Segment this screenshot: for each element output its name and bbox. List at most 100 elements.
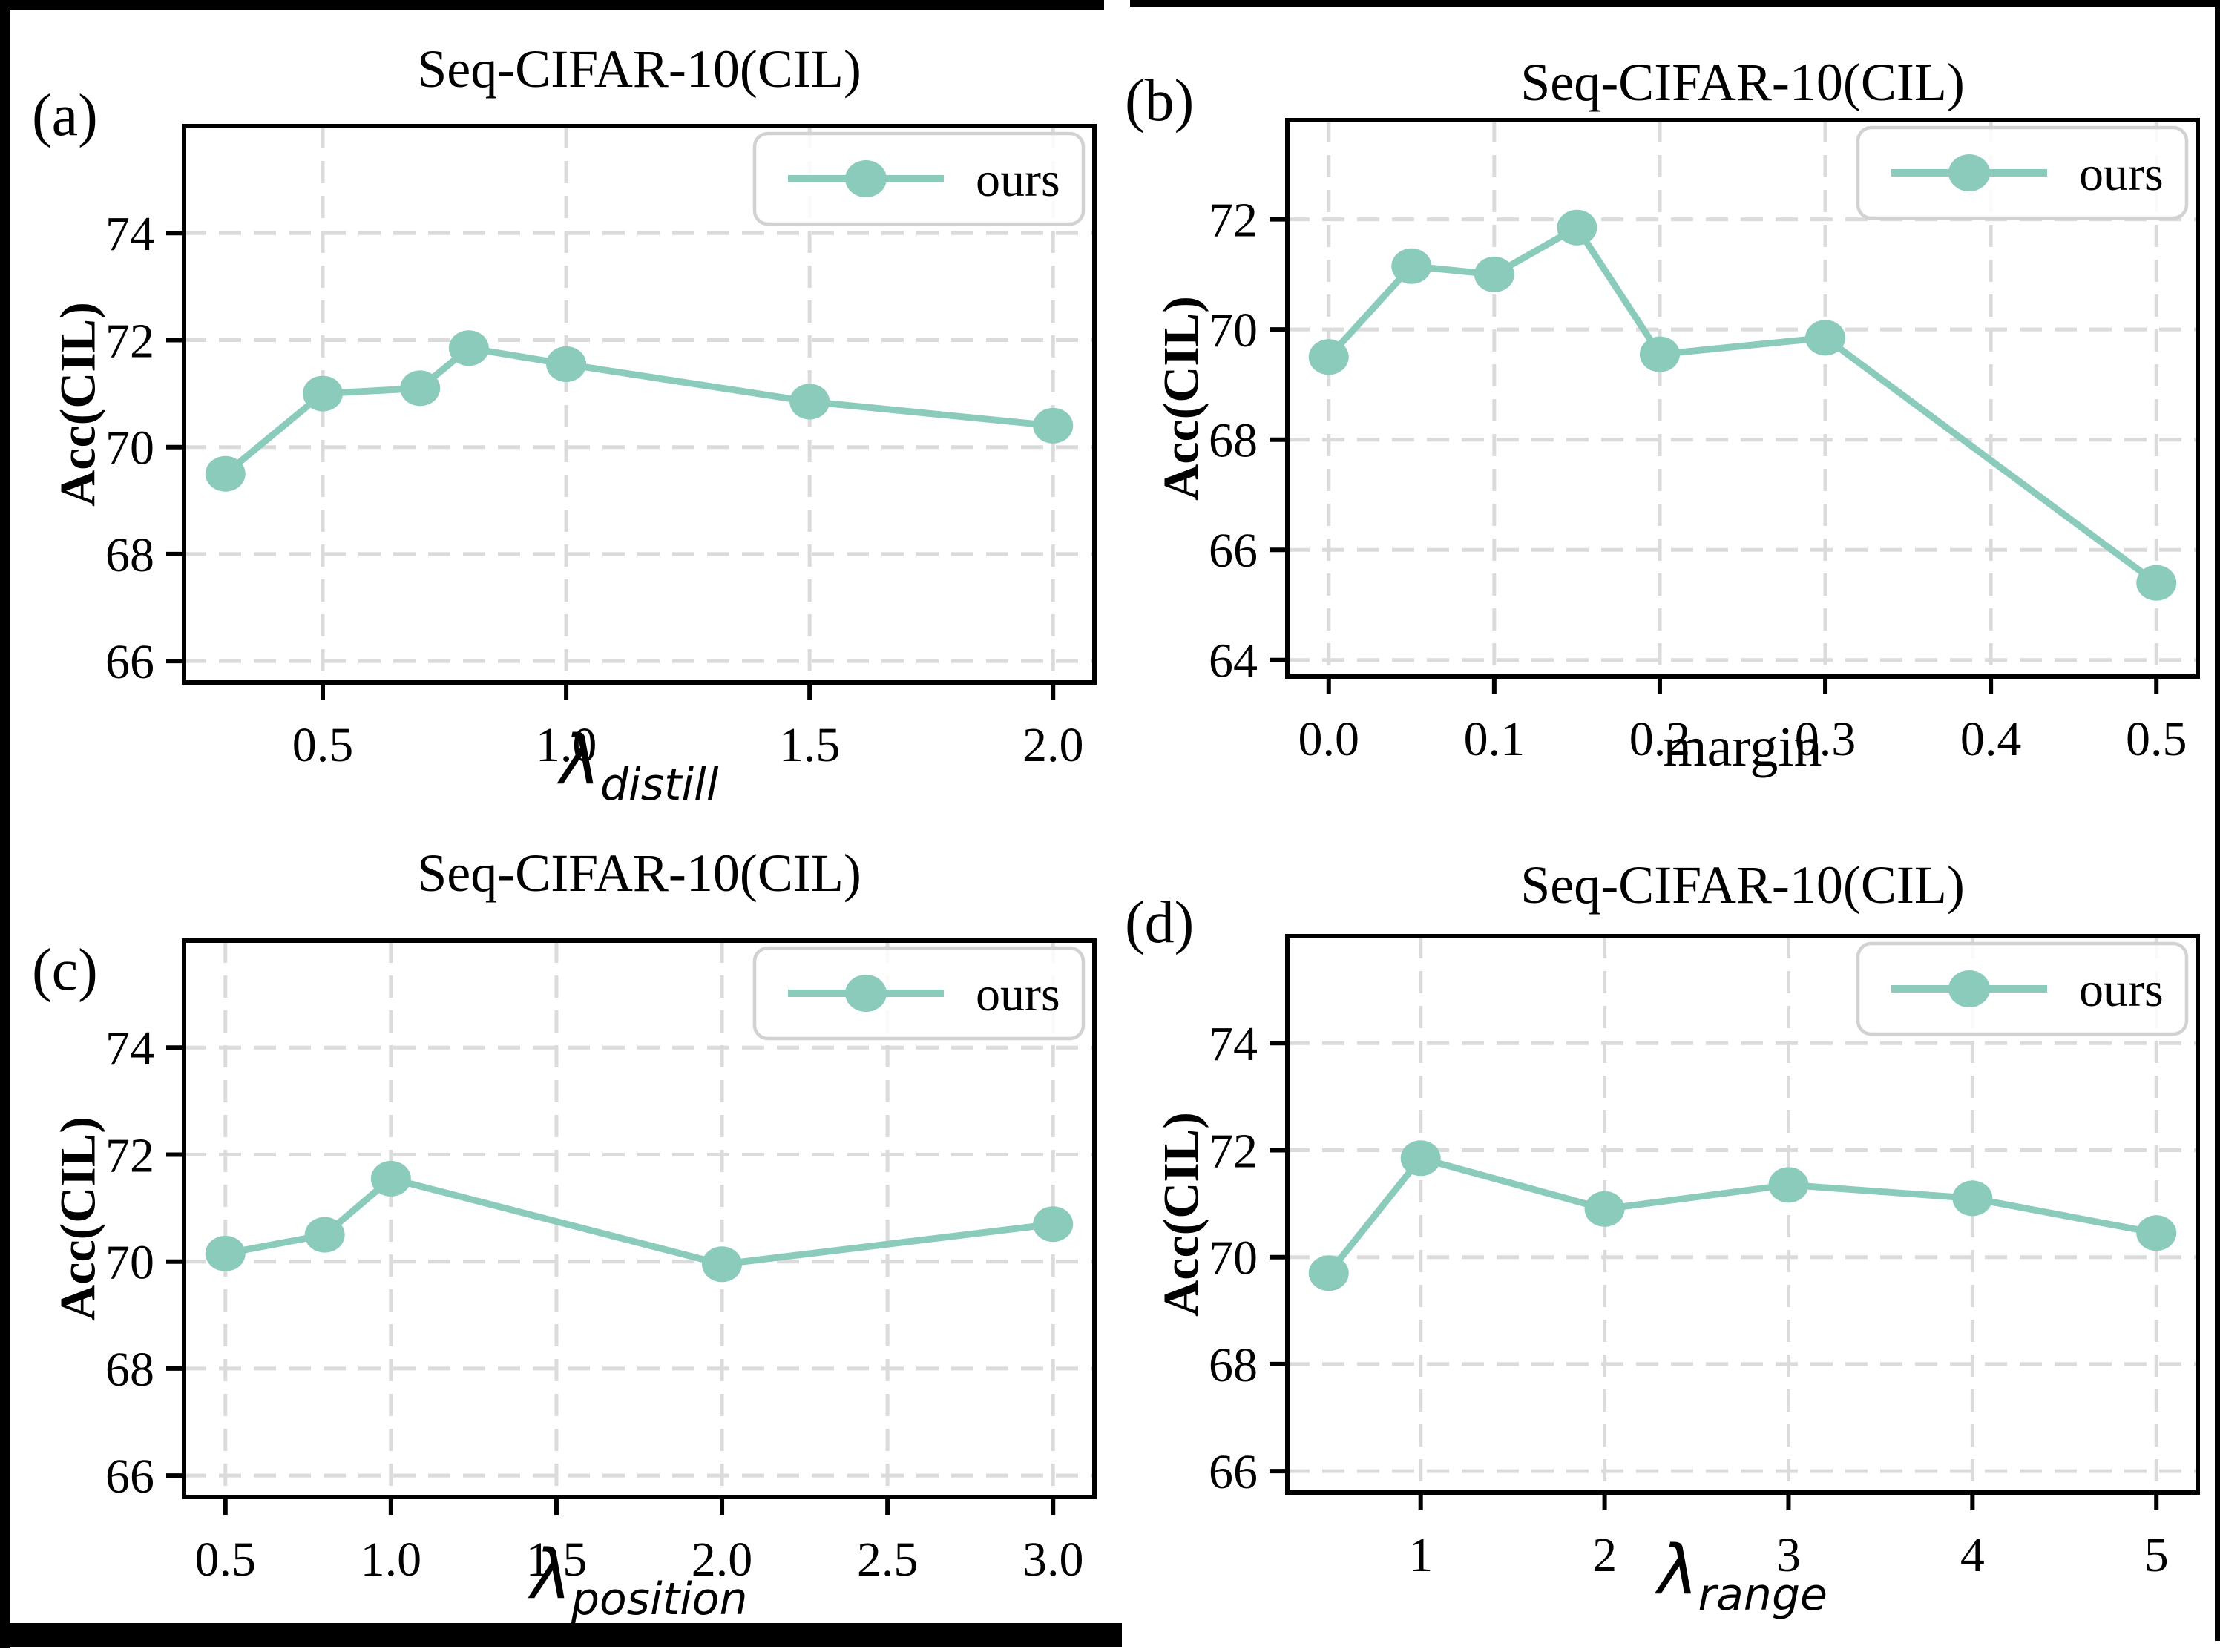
data-point (205, 1235, 246, 1271)
y-tick-label: 74 (105, 207, 154, 261)
legend-marker (845, 975, 887, 1012)
y-tick-label: 68 (1209, 414, 1258, 468)
plot-area: 1 2 3 4 5 66 68 70 72 74 ours (1209, 934, 2200, 1582)
data-line (222, 344, 1057, 478)
y-tick-label: 68 (1209, 1338, 1258, 1392)
plot-border (182, 938, 1097, 1499)
y-tick-label: 74 (1209, 1017, 1258, 1071)
plot-border (1285, 118, 2200, 679)
frame-right (2215, 0, 2220, 1641)
x-tick-label: 5 (2144, 1528, 2169, 1582)
x-tick-label: 0.4 (1960, 712, 2022, 766)
data-point (1805, 320, 1846, 356)
data-point (2136, 565, 2177, 601)
legend-marker (845, 160, 887, 197)
y-tick-label: 74 (105, 1021, 154, 1076)
x-axis-label-sub: position (571, 1573, 748, 1625)
plot-area: 0.0 0.1 0.2 0.3 0.4 0.5 64 66 68 70 72 ours (1209, 118, 2200, 766)
data-point (546, 346, 587, 382)
data-point (1584, 1191, 1625, 1227)
data-point (702, 1246, 743, 1283)
x-tick-label: 2.0 (692, 1533, 753, 1587)
data-point (2136, 1215, 2177, 1251)
legend-label: ours (976, 153, 1060, 207)
chart-title: Seq-CIFAR-10(CIL) (417, 843, 861, 903)
x-tick-label: 1.5 (779, 718, 841, 772)
y-tick-label: 66 (105, 635, 154, 689)
y-tick-label: 72 (105, 1128, 154, 1182)
plot-area: 0.5 1.0 1.5 2.0 2.5 3.0 66 68 70 72 74 ours (105, 938, 1097, 1587)
x-axis-label: margin (1287, 714, 2198, 781)
chart-title: Seq-CIFAR-10(CIL) (1520, 855, 1965, 915)
x-axis-label: λdistill (184, 720, 1094, 812)
y-tick-label: 70 (105, 1236, 154, 1290)
legend-marker (1948, 154, 1990, 191)
y-tick-label: 66 (105, 1449, 154, 1504)
chart-title: Seq-CIFAR-10(CIL) (417, 39, 861, 99)
data-line (1325, 224, 2160, 587)
legend-label: ours (2079, 963, 2164, 1017)
frame-top-right (1130, 0, 2220, 7)
legend-label: ours (976, 967, 1060, 1021)
frame-top-left (0, 0, 1104, 10)
data-point (205, 455, 246, 492)
data-point (400, 370, 441, 407)
data-point (1557, 209, 1597, 246)
y-tick-label: 70 (1209, 1231, 1258, 1286)
y-tick-label: 68 (105, 528, 154, 582)
frame-left (0, 0, 10, 1648)
data-point (1474, 256, 1514, 292)
x-tick-label: 4 (1960, 1528, 1985, 1582)
frame-bottom-left (0, 1623, 1122, 1647)
data-point (370, 1160, 411, 1197)
x-axis-label: λposition (184, 1534, 1094, 1626)
x-tick-label: 1.0 (536, 718, 597, 772)
x-axis-label-sub: range (1698, 1569, 1827, 1621)
x-axis-label-sub: distill (600, 759, 719, 811)
chart-panel-b: Seq-CIFAR-10(CIL) (b) Acc(CIL) margin 0.… (1113, 9, 2220, 835)
x-tick-label: 0.2 (1629, 712, 1691, 766)
data-point (1033, 407, 1074, 444)
data-point (448, 330, 489, 366)
x-tick-label: 1.0 (361, 1533, 422, 1587)
data-point (1400, 1140, 1441, 1177)
y-tick-label: 72 (1209, 194, 1258, 248)
x-axis-label-main: λ (531, 1535, 571, 1614)
data-point (1639, 336, 1680, 372)
x-tick-label: 2.5 (857, 1533, 919, 1587)
panel-label: (a) (32, 83, 98, 148)
x-axis-label-main: λ (1658, 1530, 1698, 1610)
x-tick-label: 0.5 (195, 1533, 257, 1587)
data-point (1033, 1206, 1074, 1243)
x-tick-label: 0.5 (2126, 712, 2187, 766)
x-axis-label: λrange (1287, 1530, 2198, 1622)
data-point (1391, 248, 1432, 284)
data-line (1325, 1154, 2160, 1277)
panel-label: (b) (1125, 68, 1195, 134)
y-tick-label: 68 (105, 1343, 154, 1397)
chart-panel-c: Seq-CIFAR-10(CIL) (c) Acc(CIL) λposition… (10, 829, 1120, 1652)
x-tick-label: 1.5 (526, 1533, 588, 1587)
data-point (1308, 339, 1349, 375)
x-tick-label: 0.0 (1298, 712, 1360, 766)
y-tick-label: 66 (1209, 1445, 1258, 1499)
data-point (304, 1217, 345, 1253)
plot-area: 0.5 1.0 1.5 2.0 66 68 70 72 74 ours (105, 124, 1097, 772)
y-tick-label: 70 (105, 421, 154, 475)
data-point (1768, 1167, 1809, 1203)
x-tick-label: 2.0 (1022, 718, 1084, 772)
x-tick-label: 3 (1776, 1528, 1801, 1582)
data-line (222, 1175, 1057, 1268)
legend-marker (1948, 970, 1990, 1007)
plot-border (1285, 934, 2200, 1495)
x-axis-label-main: λ (559, 720, 600, 800)
x-tick-label: 1 (1408, 1528, 1433, 1582)
x-tick-label: 0.3 (1795, 712, 1856, 766)
y-tick-label: 72 (105, 314, 154, 368)
x-axis-label-main: margin (1663, 716, 1822, 778)
x-tick-label: 2 (1592, 1528, 1617, 1582)
data-point (303, 375, 344, 412)
panel-label: (c) (32, 938, 98, 1003)
